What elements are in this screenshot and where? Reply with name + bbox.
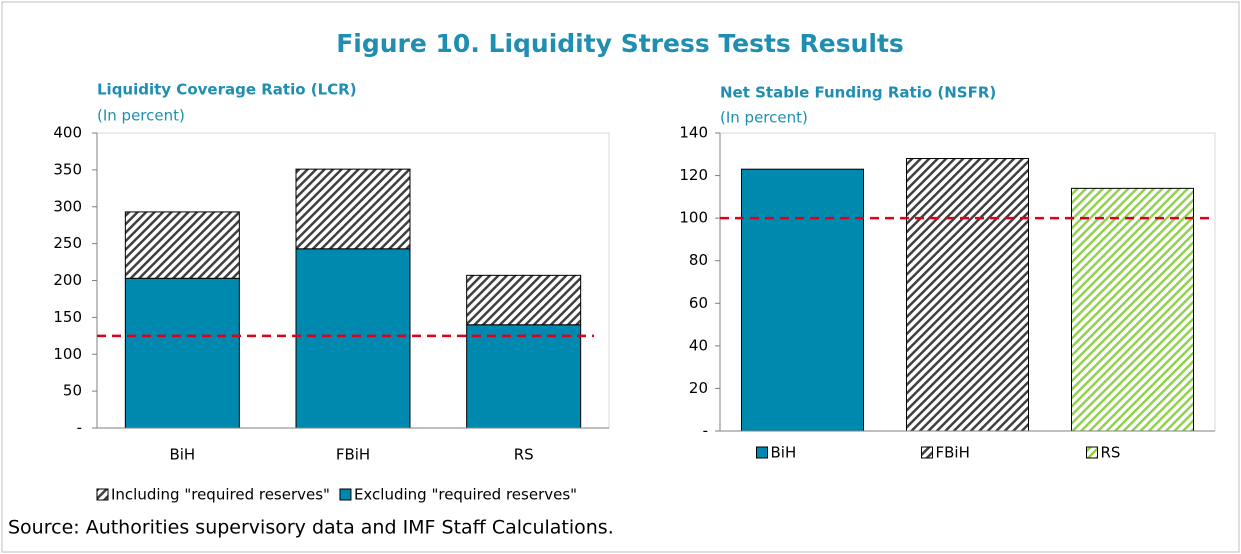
bar-segment (124, 277, 240, 429)
y-tick-label: 150 (53, 308, 82, 326)
y-tick-label: - (703, 422, 708, 440)
x-tick-label: FBiH (336, 446, 370, 464)
legend-swatch (921, 446, 933, 459)
figure-title: Figure 10. Liquidity Stress Tests Result… (336, 29, 904, 58)
legend-label: Excluding "required reserves" (354, 486, 577, 504)
legend-swatch (96, 488, 109, 501)
chart-title: Net Stable Funding Ratio (NSFR) (720, 84, 996, 102)
legend-label: RS (1101, 444, 1121, 462)
legend-label: Including "required reserves" (111, 486, 330, 504)
legend-swatch (1086, 446, 1098, 459)
y-tick-label: 100 (679, 209, 708, 227)
legend-swatch (339, 488, 352, 501)
y-tick-label: 50 (63, 382, 82, 400)
bar-segment (124, 211, 240, 279)
bar (1071, 187, 1194, 432)
chart-title: Liquidity Coverage Ratio (LCR) (97, 81, 357, 99)
y-tick-label: 200 (53, 271, 82, 289)
bar-segment (466, 324, 582, 429)
bar-segment (466, 274, 582, 326)
x-tick-label: RS (514, 446, 534, 464)
y-tick-label: 140 (679, 124, 708, 142)
source-note: Source: Authorities supervisory data and… (8, 517, 614, 539)
legend-swatch (756, 446, 768, 459)
y-tick-label: 250 (53, 234, 82, 252)
legend-label: FBiH (936, 444, 970, 462)
y-tick-label: 20 (689, 379, 708, 397)
y-tick-label: 80 (689, 251, 708, 269)
y-tick-label: 400 (53, 124, 82, 142)
x-tick-label: BiH (169, 446, 195, 464)
chart-subtitle: (In percent) (97, 107, 185, 125)
bar (906, 158, 1029, 432)
y-tick-label: - (77, 419, 82, 437)
legend-label: BiH (771, 444, 797, 462)
bar-segment (295, 248, 411, 429)
chart-subtitle: (In percent) (720, 109, 808, 127)
y-tick-label: 60 (689, 294, 708, 312)
bar (741, 168, 864, 432)
y-tick-label: 100 (53, 345, 82, 363)
y-tick-label: 120 (679, 166, 708, 184)
y-tick-label: 350 (53, 160, 82, 178)
y-tick-label: 40 (689, 336, 708, 354)
bar-segment (295, 168, 411, 250)
y-tick-label: 300 (53, 197, 82, 215)
